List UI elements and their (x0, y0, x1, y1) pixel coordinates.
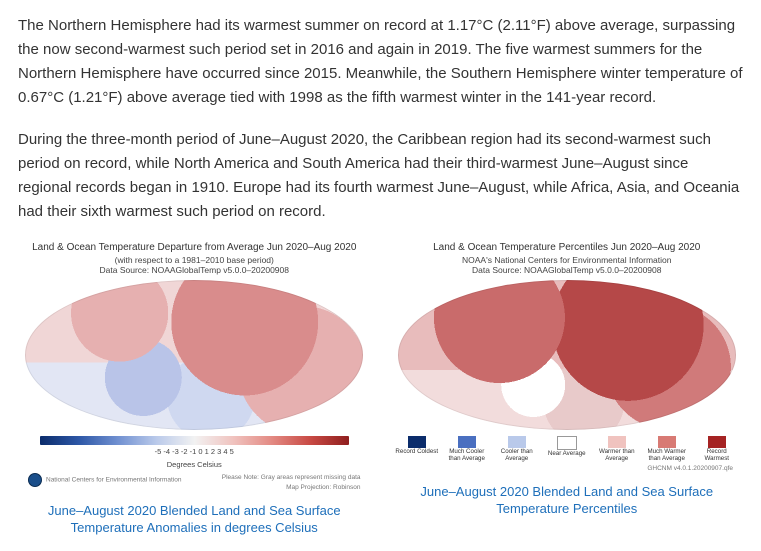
percentiles-map (391, 280, 744, 430)
anomalies-caption[interactable]: June–August 2020 Blended Land and Sea Su… (18, 502, 371, 537)
noaa-logo-icon (28, 473, 42, 487)
figure-anomalies: Land & Ocean Temperature Departure from … (18, 242, 371, 537)
legend-swatch: Record Warmest (695, 436, 739, 463)
legend-swatch: Much Warmer than Average (645, 436, 689, 463)
figure-row: Land & Ocean Temperature Departure from … (18, 242, 743, 537)
paragraph-2: During the three-month period of June–Au… (18, 128, 743, 224)
legend-swatch: Cooler than Average (495, 436, 539, 463)
anomalies-footer-note: Please Note: Gray areas represent missin… (222, 473, 361, 494)
anomalies-globe (25, 280, 363, 430)
noaa-credit: National Centers for Environmental Infor… (28, 473, 181, 494)
legend-swatch: Warmer than Average (595, 436, 639, 463)
anomalies-legend-units: Degrees Celsius (18, 459, 371, 471)
figure-percentiles-subtitle-2: Data Source: NOAAGlobalTemp v5.0.0–20200… (391, 265, 744, 276)
percentiles-legend: Record ColdestMuch Cooler than AverageCo… (391, 436, 744, 463)
figure-percentiles-subtitle-1: NOAA's National Centers for Environmenta… (391, 255, 744, 266)
legend-swatch: Near Average (545, 436, 589, 463)
paragraph-1: The Northern Hemisphere had its warmest … (18, 14, 743, 110)
legend-swatch: Record Coldest (395, 436, 439, 463)
percentiles-footer-note: GHCNM v4.0.1.20200907.qfe (647, 464, 733, 474)
figure-percentiles-title: Land & Ocean Temperature Percentiles Jun… (391, 242, 744, 255)
figure-anomalies-subtitle-2: Data Source: NOAAGlobalTemp v5.0.0–20200… (18, 265, 371, 276)
anomalies-map (18, 280, 371, 430)
anomalies-legend-bar (40, 436, 349, 445)
figure-anomalies-title: Land & Ocean Temperature Departure from … (18, 242, 371, 255)
figure-percentiles: Land & Ocean Temperature Percentiles Jun… (391, 242, 744, 537)
figure-anomalies-subtitle-1: (with respect to a 1981–2010 base period… (18, 255, 371, 266)
legend-swatch: Much Cooler than Average (445, 436, 489, 463)
percentiles-globe (398, 280, 736, 430)
anomalies-legend-ticks: -5 -4 -3 -2 -1 0 1 2 3 4 5 (18, 446, 371, 458)
percentiles-caption[interactable]: June–August 2020 Blended Land and Sea Su… (391, 483, 744, 518)
